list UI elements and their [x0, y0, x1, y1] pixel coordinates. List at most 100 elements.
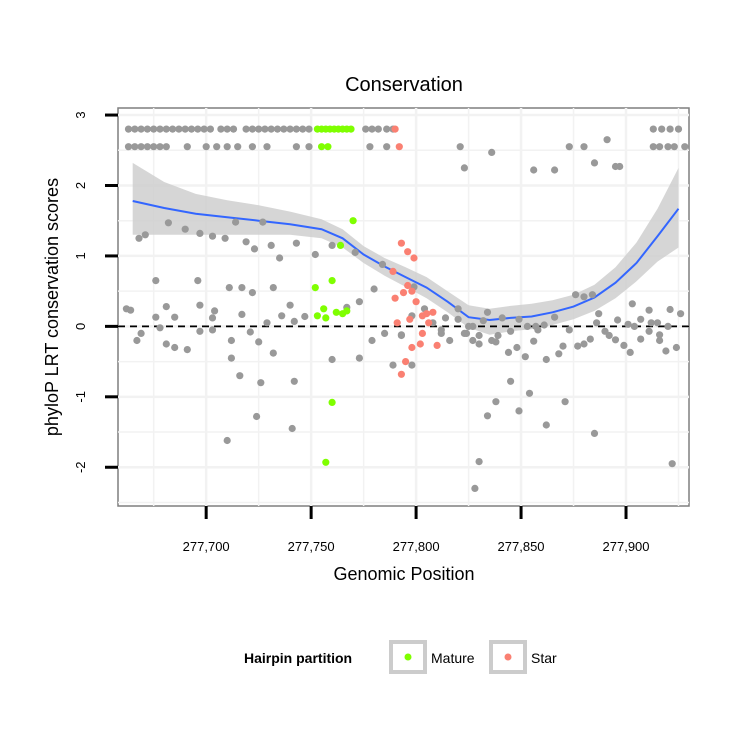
data-point-other: [292, 239, 300, 247]
data-point-other: [565, 143, 573, 151]
data-point-other: [286, 125, 294, 133]
data-point-other: [471, 484, 479, 492]
data-point-star: [412, 298, 420, 306]
data-point-other: [196, 229, 204, 237]
data-point-other: [469, 336, 477, 345]
data-point-mature: [320, 305, 328, 313]
data-point-other: [649, 125, 657, 133]
data-point-other: [150, 125, 158, 133]
data-point-other: [559, 342, 567, 350]
data-point-other: [259, 218, 267, 226]
data-point-other: [221, 234, 229, 242]
data-point-other: [397, 331, 405, 339]
data-point-other: [290, 377, 298, 385]
data-point-other: [229, 125, 238, 133]
data-point-other: [225, 284, 233, 292]
data-point-other: [645, 327, 653, 335]
data-point-other: [280, 125, 288, 133]
data-point-other: [666, 125, 674, 133]
data-point-other: [223, 436, 231, 445]
data-point-mature: [332, 308, 340, 316]
data-point-star: [406, 315, 414, 323]
data-point-other: [637, 335, 645, 343]
data-point-other: [208, 314, 217, 322]
data-point-other: [290, 317, 298, 325]
data-point-other: [288, 424, 296, 433]
data-point-other: [267, 125, 275, 133]
data-point-other: [236, 372, 244, 380]
data-point-star: [433, 341, 441, 349]
data-point-other: [328, 241, 336, 249]
data-point-other: [595, 310, 603, 318]
data-point-other: [196, 327, 204, 335]
data-point-star: [397, 239, 405, 247]
data-point-other: [551, 313, 559, 321]
legend: Hairpin partition Mature Star: [244, 640, 557, 674]
data-point-other: [248, 289, 256, 297]
data-point-other: [355, 354, 363, 362]
data-point-other: [507, 377, 515, 385]
data-point-other: [620, 341, 628, 349]
data-point-other: [328, 355, 336, 364]
x-axis: 277,700 277,750 277,800 277,850 277,900: [183, 506, 650, 554]
data-point-other: [626, 348, 634, 356]
data-point-other: [213, 143, 221, 151]
x-tick-label: 277,750: [288, 539, 335, 554]
data-point-star: [399, 289, 408, 297]
data-point-other: [590, 159, 599, 167]
data-point-other: [580, 340, 588, 348]
data-points: [122, 125, 689, 492]
data-point-other: [257, 379, 265, 387]
data-point-other: [269, 349, 277, 357]
data-point-other: [131, 143, 139, 151]
data-point-other: [670, 143, 678, 151]
data-point-other: [150, 143, 158, 151]
data-point-other: [383, 143, 391, 151]
data-point-other: [628, 300, 636, 308]
data-point-other: [454, 315, 462, 323]
data-point-other: [555, 350, 563, 358]
data-point-other: [368, 336, 376, 345]
data-point-other: [183, 346, 191, 354]
data-point-other: [137, 125, 145, 133]
data-point-other: [674, 125, 683, 133]
data-point-other: [465, 322, 473, 330]
data-point-other: [156, 324, 164, 332]
data-point-star: [389, 267, 397, 275]
data-point-other: [255, 338, 263, 346]
data-point-other: [437, 329, 445, 337]
data-point-other: [194, 277, 202, 285]
data-point-other: [479, 317, 487, 325]
y-tick-label: -1: [73, 391, 88, 403]
data-point-star: [429, 308, 437, 316]
data-point-other: [653, 319, 662, 327]
data-point-star: [397, 370, 405, 378]
data-point-mature: [313, 312, 321, 320]
data-point-other: [135, 234, 143, 242]
data-point-mature: [347, 125, 355, 133]
y-axis: -2 -1 0 1 2 3: [73, 111, 118, 473]
data-point-other: [171, 343, 179, 352]
data-point-other: [586, 335, 594, 343]
data-point-other: [141, 231, 149, 239]
data-point-star: [425, 319, 433, 327]
data-point-other: [483, 308, 492, 316]
data-point-other: [383, 125, 391, 133]
data-point-mature: [328, 398, 336, 406]
data-point-other: [152, 313, 160, 321]
data-point-other: [664, 143, 672, 151]
data-point-other: [137, 329, 145, 337]
data-point-star: [395, 143, 403, 151]
data-point-other: [681, 143, 689, 151]
data-point-other: [366, 143, 374, 151]
data-point-other: [645, 306, 653, 314]
y-tick-label: 2: [73, 182, 88, 189]
data-point-other: [175, 125, 183, 133]
data-point-other: [662, 347, 670, 355]
y-tick-label: 1: [73, 252, 88, 259]
x-tick-label: 277,900: [603, 539, 650, 554]
x-axis-label: Genomic Position: [333, 564, 474, 584]
data-point-other: [460, 329, 468, 337]
data-point-other: [261, 125, 269, 133]
x-tick-label: 277,700: [183, 539, 230, 554]
